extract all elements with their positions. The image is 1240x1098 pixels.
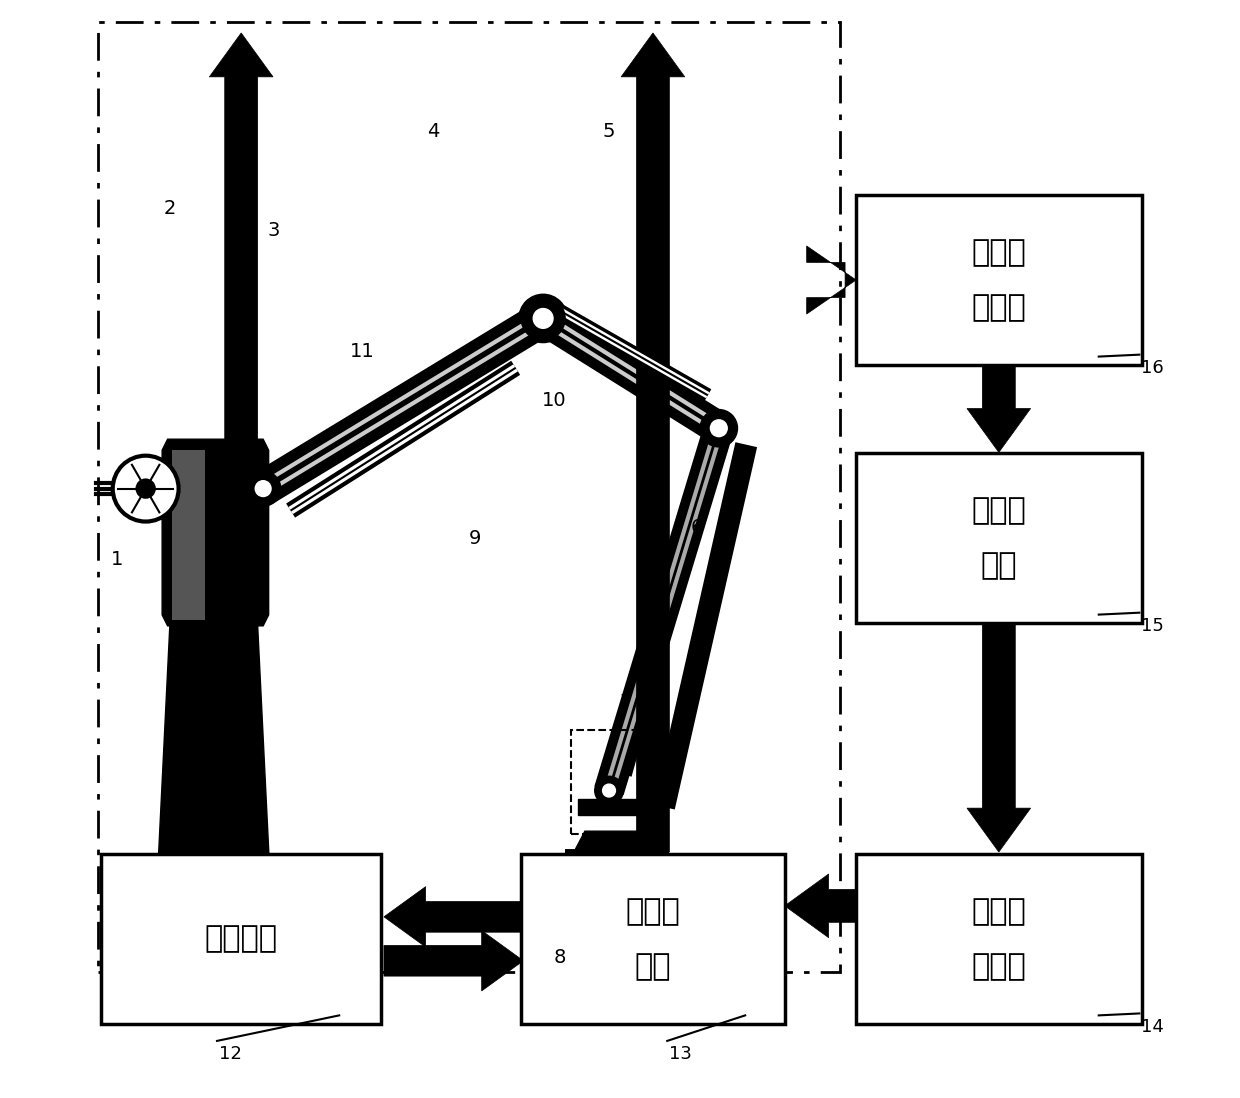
- Polygon shape: [621, 33, 684, 852]
- Bar: [856, 195, 1142, 365]
- Circle shape: [136, 480, 155, 497]
- Circle shape: [255, 481, 272, 496]
- Text: 15: 15: [1141, 617, 1164, 635]
- Text: 14: 14: [1141, 1018, 1164, 1035]
- Circle shape: [113, 456, 179, 522]
- Text: 泵源单元: 泵源单元: [205, 925, 278, 953]
- Text: 5: 5: [603, 122, 615, 142]
- Circle shape: [711, 419, 727, 437]
- Text: 传感检: 传感检: [971, 238, 1027, 267]
- Polygon shape: [785, 874, 856, 938]
- Text: 测单元: 测单元: [971, 293, 1027, 322]
- Polygon shape: [210, 33, 273, 852]
- Text: 1: 1: [110, 550, 123, 570]
- Text: 2: 2: [164, 199, 176, 219]
- Bar: [102, 854, 381, 1023]
- Circle shape: [595, 776, 624, 805]
- Polygon shape: [162, 439, 269, 626]
- Text: 16: 16: [1141, 359, 1164, 377]
- Text: 实时控: 实时控: [971, 496, 1027, 525]
- Text: 10: 10: [542, 391, 567, 411]
- Polygon shape: [154, 626, 274, 961]
- Text: 3: 3: [268, 221, 280, 240]
- Polygon shape: [967, 365, 1030, 452]
- Circle shape: [603, 784, 615, 797]
- Polygon shape: [384, 887, 523, 946]
- Circle shape: [520, 294, 567, 343]
- Text: 13: 13: [668, 1045, 692, 1063]
- Bar: [521, 854, 785, 1023]
- Text: 11: 11: [350, 341, 374, 361]
- Polygon shape: [578, 799, 646, 815]
- Circle shape: [701, 410, 738, 447]
- Circle shape: [246, 471, 280, 506]
- Polygon shape: [807, 246, 856, 314]
- Text: 功率放: 功率放: [971, 897, 1027, 926]
- Circle shape: [533, 309, 553, 328]
- Polygon shape: [572, 831, 653, 856]
- Text: 12: 12: [218, 1045, 242, 1063]
- Bar: [172, 450, 205, 620]
- Text: 大单元: 大单元: [971, 952, 1027, 981]
- Text: 控制阀: 控制阀: [625, 897, 681, 926]
- Bar: [139, 946, 288, 968]
- Text: 9: 9: [469, 528, 481, 548]
- Text: 单元: 单元: [635, 952, 671, 981]
- Text: 6: 6: [691, 517, 703, 537]
- Text: 4: 4: [427, 122, 439, 142]
- Text: 制器: 制器: [981, 551, 1017, 580]
- Bar: [98, 22, 839, 972]
- Polygon shape: [384, 931, 523, 990]
- Circle shape: [521, 296, 565, 340]
- Bar: [856, 854, 1142, 1023]
- Text: 8: 8: [553, 948, 565, 967]
- Bar: [856, 452, 1142, 624]
- Text: 7: 7: [619, 693, 631, 713]
- Bar: [570, 730, 658, 834]
- Polygon shape: [967, 624, 1030, 852]
